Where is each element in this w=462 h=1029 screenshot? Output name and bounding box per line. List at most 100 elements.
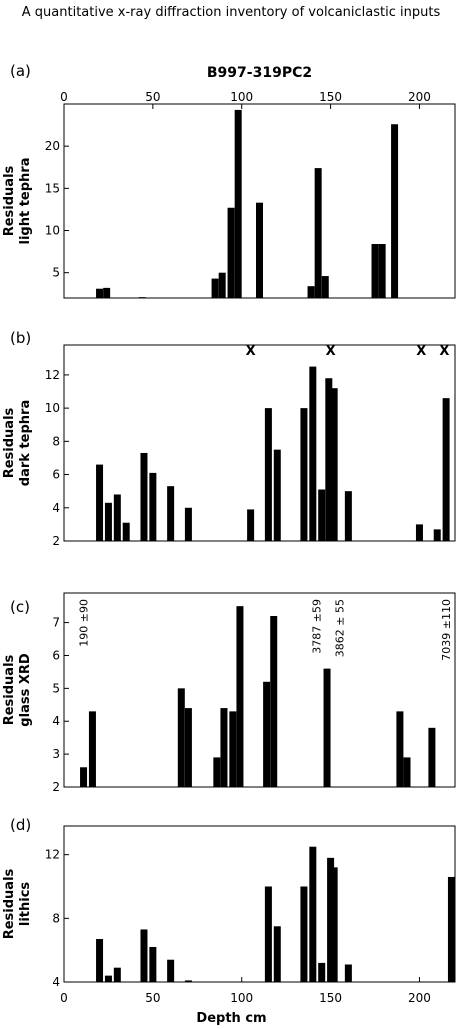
annotation-label: 3787 ±59 <box>310 599 323 654</box>
y-tick-label: 20 <box>45 139 60 153</box>
y-axis-label-line1: Residuals <box>2 654 17 725</box>
bar <box>442 398 450 541</box>
bar <box>344 491 352 541</box>
bar <box>327 857 335 982</box>
y-tick-label: 15 <box>45 181 60 195</box>
bar <box>80 767 88 787</box>
y-tick-label: 12 <box>45 368 60 382</box>
bar <box>234 109 242 298</box>
x-tick-label: 100 <box>230 991 253 1005</box>
panel-label: (d) <box>10 816 31 834</box>
bar <box>273 449 281 541</box>
bar <box>220 708 228 787</box>
x-tick-label: 0 <box>60 991 68 1005</box>
annotation-marker: X <box>439 344 449 359</box>
bar <box>447 876 455 982</box>
y-tick-label: 4 <box>52 975 60 989</box>
annotation-marker: X <box>246 344 256 359</box>
bar <box>263 681 271 787</box>
bar <box>273 926 281 982</box>
bar <box>113 494 121 541</box>
bar <box>138 297 146 299</box>
y-axis-label-line1: Residuals <box>2 165 17 236</box>
y-tick-label: 2 <box>52 534 60 548</box>
y-axis-label-line2: dark tephra <box>18 400 33 486</box>
bar <box>314 168 322 298</box>
y-tick-label: 3 <box>52 747 60 761</box>
y-tick-label: 12 <box>45 848 60 862</box>
y-axis-label-line1: Residuals <box>2 407 17 478</box>
figure-header: A quantitative x-ray diffraction invento… <box>22 5 441 20</box>
y-tick-label: 6 <box>52 648 60 662</box>
bar <box>184 980 192 982</box>
bar <box>96 288 104 298</box>
x-tick-label: 50 <box>145 90 160 104</box>
bar <box>167 486 175 541</box>
y-tick-label: 7 <box>52 616 60 630</box>
bar <box>307 286 315 298</box>
bar <box>270 616 278 787</box>
bar <box>330 388 338 541</box>
bar <box>371 244 379 298</box>
bar <box>149 472 157 541</box>
x-tick-label: 50 <box>145 991 160 1005</box>
y-tick-label: 10 <box>45 224 60 238</box>
y-axis-label-line2: glass XRD <box>18 653 33 727</box>
annotation-label: 7039 ±110 <box>440 599 453 661</box>
y-axis-label-line2: light tephra <box>18 158 33 245</box>
bar <box>104 502 112 541</box>
bar <box>323 668 331 787</box>
bar <box>149 946 157 982</box>
bar <box>96 939 104 982</box>
x-tick-label: 200 <box>408 90 431 104</box>
bar <box>300 886 308 982</box>
bar <box>256 202 263 298</box>
bar <box>325 378 333 541</box>
bar <box>213 757 221 787</box>
bar <box>391 124 399 299</box>
bar <box>330 867 338 982</box>
bar <box>236 606 244 787</box>
y-tick-label: 4 <box>52 714 60 728</box>
x-tick-label: 100 <box>230 90 253 104</box>
y-tick-label: 8 <box>52 434 60 448</box>
annotation-marker: X <box>326 344 336 359</box>
bar <box>396 711 404 787</box>
bar <box>227 207 235 298</box>
bar <box>140 452 148 541</box>
x-axis-label: Depth cm <box>196 1011 266 1026</box>
bar <box>403 757 411 787</box>
bar <box>96 464 104 541</box>
bar <box>415 524 423 541</box>
bar <box>309 846 317 982</box>
plot-frame <box>63 825 456 983</box>
y-tick-label: 10 <box>45 401 60 415</box>
panel-label: (c) <box>10 598 30 616</box>
bar <box>140 929 148 982</box>
x-tick-label: 150 <box>319 90 342 104</box>
panel-label: (b) <box>10 329 31 347</box>
bar <box>103 287 111 298</box>
y-tick-label: 4 <box>52 501 60 515</box>
bar <box>318 489 326 541</box>
plot-frame <box>63 592 456 788</box>
bar <box>433 529 441 541</box>
chart-title: B997-319PC2 <box>207 65 312 81</box>
bar <box>122 522 130 541</box>
bar <box>428 727 436 787</box>
bar <box>177 688 185 787</box>
annotation-marker: X <box>416 344 426 359</box>
bar <box>184 708 192 787</box>
bar <box>378 244 386 298</box>
bar <box>167 959 175 982</box>
bar <box>229 711 237 787</box>
x-tick-label: 200 <box>408 991 431 1005</box>
bar <box>309 366 317 541</box>
annotation-label: 190 ±90 <box>78 599 91 647</box>
x-tick-label: 150 <box>319 991 342 1005</box>
bar <box>88 711 96 787</box>
bar <box>318 962 326 982</box>
plot-frame <box>63 344 456 542</box>
bar <box>264 408 272 541</box>
bar <box>300 408 308 541</box>
